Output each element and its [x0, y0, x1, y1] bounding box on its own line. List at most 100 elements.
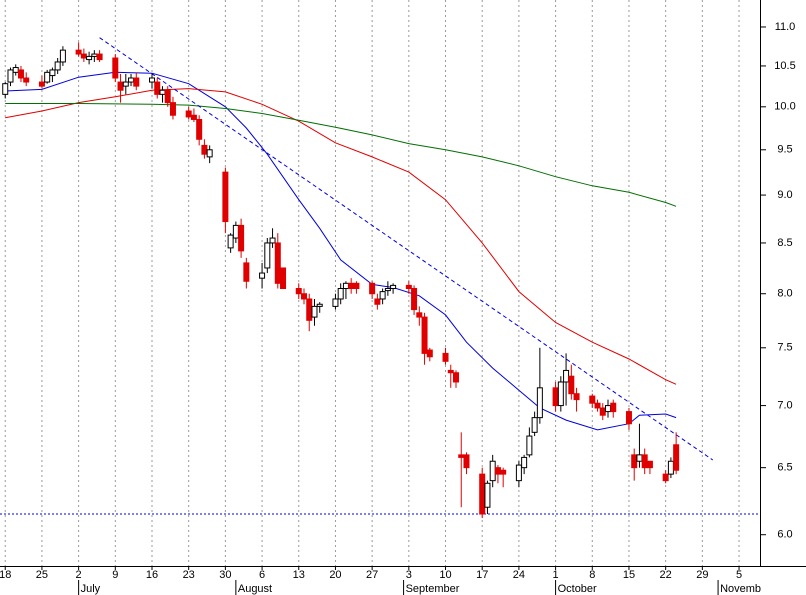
candle-body	[280, 267, 287, 290]
y-tick-label: 6.5	[777, 462, 792, 474]
x-tick-label: 1	[553, 569, 559, 581]
candle-body	[201, 144, 208, 155]
candle-body	[17, 69, 24, 79]
y-tick-label: 6.0	[777, 529, 792, 541]
candle-body	[379, 291, 386, 300]
y-tick-label: 7.5	[777, 342, 792, 354]
candle-body	[80, 53, 87, 59]
candle-body	[374, 298, 381, 305]
candle-body	[7, 69, 14, 83]
y-tick-label: 7.0	[777, 399, 792, 411]
candle-body	[264, 242, 271, 269]
candle-body	[458, 454, 465, 458]
candle-body	[589, 395, 596, 404]
moving-average-line	[5, 103, 677, 207]
x-tick-label: 13	[293, 569, 305, 581]
candle-body	[122, 81, 129, 87]
candle-body	[117, 81, 124, 91]
candle-body	[348, 282, 355, 290]
candle-body	[515, 464, 522, 482]
candle-body	[44, 71, 51, 83]
candle-body	[12, 67, 19, 73]
month-label: August	[238, 583, 272, 595]
candle-body	[295, 288, 302, 295]
candle-body	[96, 53, 103, 61]
x-tick-label: 17	[476, 569, 488, 581]
candle-body	[463, 454, 470, 469]
candle-body	[23, 77, 30, 83]
candle-body	[169, 102, 176, 116]
y-tick-label: 9.0	[777, 189, 792, 201]
candle-body	[426, 349, 433, 358]
candle-body	[405, 284, 412, 290]
candle-body	[159, 89, 166, 95]
y-tick-label: 10.0	[774, 101, 795, 113]
x-tick-label: 18	[0, 569, 11, 581]
candle-body	[552, 387, 559, 407]
candle-body	[342, 282, 349, 290]
x-tick-label: 15	[623, 569, 635, 581]
candle-body	[573, 393, 580, 401]
candle-body	[75, 49, 82, 55]
candle-body	[442, 352, 449, 362]
candle-body	[369, 282, 376, 295]
y-tick-label: 11.0	[775, 21, 796, 33]
candle-body	[353, 282, 360, 290]
candle-body	[484, 482, 491, 508]
candle-body	[311, 305, 318, 318]
candle-body	[274, 242, 281, 284]
moving-average-line	[5, 88, 677, 385]
y-tick-label: 8.0	[777, 288, 792, 300]
candle-body	[673, 444, 680, 471]
x-tick-label: 10	[439, 569, 451, 581]
x-tick-label: 23	[183, 569, 195, 581]
candle-body	[479, 473, 486, 515]
candle-body	[227, 234, 234, 249]
y-tick-label: 10.5	[774, 60, 795, 72]
candle-body	[337, 288, 344, 300]
candle-body	[154, 81, 161, 95]
candle-body	[489, 460, 496, 482]
candle-body	[526, 435, 533, 456]
candle-body	[149, 77, 155, 83]
candle-body	[421, 316, 428, 354]
x-tick-label: 27	[366, 569, 378, 581]
candle-body	[494, 467, 501, 475]
x-tick-label: 30	[219, 569, 231, 581]
moving-average-line	[5, 71, 677, 431]
candle-body	[536, 387, 543, 419]
month-label: Novemb	[720, 583, 761, 595]
candle-body	[610, 402, 617, 413]
x-tick-label: 16	[146, 569, 158, 581]
y-tick-label: 8.5	[777, 237, 792, 249]
candle-body	[667, 460, 674, 475]
candle-body	[185, 110, 192, 118]
candle-body	[641, 454, 648, 469]
candle-body	[332, 298, 339, 307]
candle-body	[594, 402, 601, 409]
month-label: July	[81, 583, 101, 595]
candle-body	[49, 69, 56, 77]
x-tick-label: 8	[589, 569, 595, 581]
candle-body	[605, 405, 611, 413]
candle-body	[59, 49, 66, 63]
x-tick-label: 24	[513, 569, 525, 581]
candle-body	[128, 77, 135, 83]
candle-body	[133, 77, 140, 87]
candle-body	[91, 53, 98, 57]
x-tick-label: 5	[736, 569, 742, 581]
candle-body	[222, 171, 229, 223]
candle-body	[196, 118, 203, 140]
candle-body	[164, 89, 171, 104]
candle-body	[631, 454, 638, 469]
candle-body	[301, 293, 307, 300]
x-tick-label: 25	[36, 569, 48, 581]
candle-body	[269, 237, 276, 244]
x-tick-label: 29	[696, 569, 708, 581]
candle-body	[243, 262, 250, 282]
candle-body	[316, 303, 323, 307]
candle-body	[531, 417, 538, 433]
